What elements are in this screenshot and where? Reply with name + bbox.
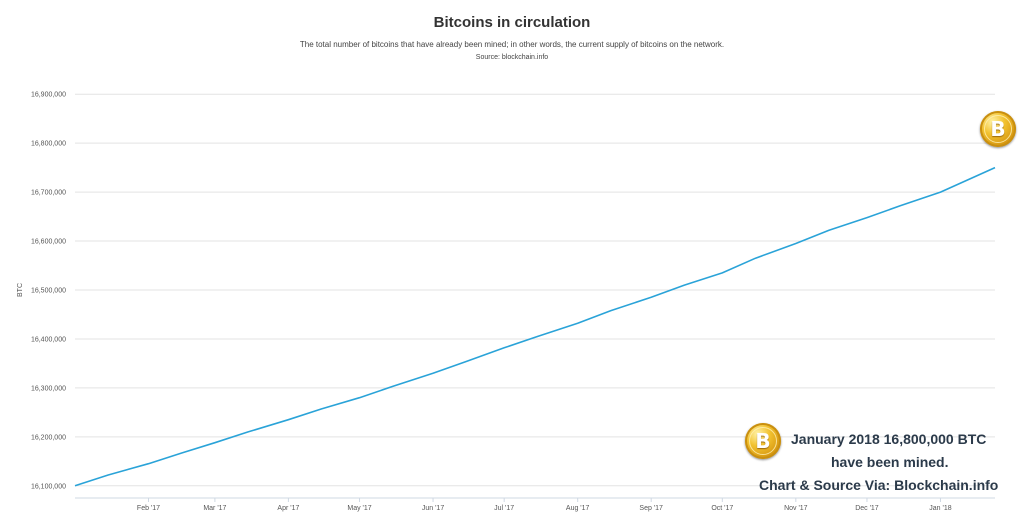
annotation-line-2: have been mined. — [831, 454, 949, 470]
bitcoin-coin-icon: B — [980, 111, 1016, 147]
bitcoin-coin-icon: B — [745, 423, 781, 459]
x-tick-label: Jul '17 — [494, 505, 514, 512]
series-line — [74, 166, 996, 487]
y-tick-label: 16,500,000 — [31, 288, 66, 295]
x-tick-label: May '17 — [347, 505, 371, 512]
x-tick-label: Jun '17 — [422, 505, 444, 512]
x-tick-label: Dec '17 — [855, 505, 879, 512]
x-tick-label: Apr '17 — [277, 505, 299, 512]
y-tick-label: 16,200,000 — [31, 434, 66, 441]
x-tick-label: Nov '17 — [784, 505, 808, 512]
x-tick-label: Aug '17 — [566, 505, 590, 512]
y-axis-label: BTC — [17, 283, 24, 297]
series-group — [74, 166, 996, 487]
grid-lines — [75, 93, 995, 499]
x-tick-label: Mar '17 — [203, 505, 226, 512]
y-tick-label: 16,600,000 — [31, 239, 66, 246]
annotation-line-3: Chart & Source Via: Blockchain.info — [759, 477, 999, 493]
y-tick-label: 16,900,000 — [31, 92, 66, 99]
annotation-line-1: January 2018 16,800,000 BTC — [791, 431, 987, 447]
x-tick-label: Jan '18 — [929, 505, 951, 512]
y-tick-label: 16,400,000 — [31, 336, 66, 343]
chart-subtitle: The total number of bitcoins that have a… — [299, 40, 725, 49]
y-tick-label: 16,800,000 — [31, 141, 66, 148]
y-tick-label: 16,100,000 — [31, 483, 66, 490]
x-tick-label: Feb '17 — [137, 505, 160, 512]
y-axis-ticks: 16,100,000 16,200,000 16,300,000 16,400,000… — [31, 92, 66, 491]
x-tick-label: Sep '17 — [639, 505, 663, 512]
y-tick-label: 16,300,000 — [31, 385, 66, 392]
x-tick-label: Oct '17 — [711, 505, 733, 512]
chart-title: Bitcoins in circulation — [433, 14, 591, 31]
y-tick-label: 16,700,000 — [31, 190, 66, 197]
chart-source: Source: blockchain.info — [475, 54, 549, 61]
x-axis-ticks: Feb '17 Mar '17 Apr '17 May '17 Jun '17 Jul '… — [137, 498, 952, 512]
